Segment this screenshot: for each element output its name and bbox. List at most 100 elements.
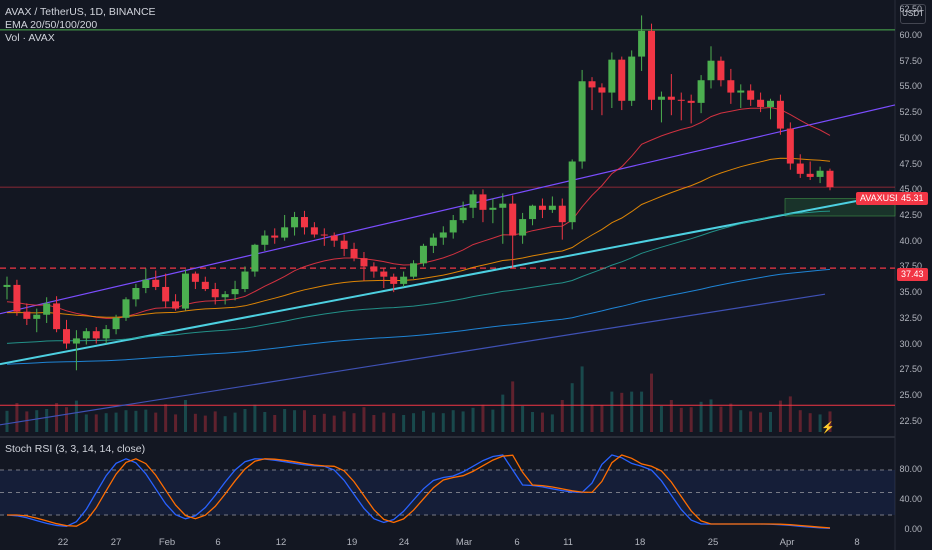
candle-body: [340, 240, 348, 249]
stoch-rsi-panel: [0, 454, 895, 529]
volume-bar: [94, 414, 98, 432]
ema-100-line: [6, 210, 831, 344]
currency-button[interactable]: USDT: [900, 4, 926, 24]
volume-bar: [560, 400, 564, 432]
time-tick: 22: [57, 537, 69, 548]
candle: [132, 283, 140, 307]
volume-bar: [243, 409, 247, 432]
candle-body: [410, 263, 418, 277]
candle: [92, 327, 100, 344]
candle: [43, 297, 51, 323]
candle: [618, 56, 626, 111]
candle: [608, 52, 616, 108]
candle-body: [23, 311, 31, 319]
candle-body: [211, 289, 219, 298]
time-tick: 24: [398, 537, 410, 548]
volume-bar: [620, 392, 624, 432]
candle: [82, 328, 90, 345]
price-tick: 30.00: [899, 338, 922, 349]
candle-body: [558, 205, 566, 223]
volume-bar: [590, 404, 594, 432]
price-tick: 32.50: [899, 312, 922, 323]
candle-body: [370, 266, 378, 272]
volume-bar: [650, 373, 654, 432]
candle: [320, 228, 328, 246]
alert-icon[interactable]: ⚡: [821, 422, 835, 434]
candle: [538, 198, 546, 219]
candle: [330, 232, 338, 247]
candle: [598, 83, 606, 116]
volume-bar: [5, 410, 9, 432]
candle-body: [201, 281, 209, 290]
ema-legend[interactable]: EMA 20/50/100/200: [5, 19, 98, 31]
volume-bar: [154, 412, 158, 432]
time-tick: 19: [346, 537, 358, 548]
candle: [340, 234, 348, 257]
candle: [519, 212, 527, 244]
candle-body: [568, 161, 576, 223]
volume-bar: [74, 400, 78, 432]
candle: [281, 214, 289, 241]
volume-bar: [521, 406, 525, 432]
price-tick: 27.50: [899, 364, 922, 375]
volume-bar: [630, 391, 634, 432]
rsi-k-line: [6, 454, 831, 529]
candle: [648, 23, 656, 111]
volume-bar: [283, 409, 287, 432]
volume-bar: [183, 400, 187, 432]
candle: [826, 168, 834, 191]
candle: [677, 92, 685, 121]
candle: [727, 68, 735, 104]
candle-body: [469, 194, 477, 208]
ascending-trendline: [0, 196, 876, 366]
candle-body: [796, 163, 804, 174]
candle-body: [776, 100, 784, 129]
candle: [737, 84, 745, 108]
candle-body: [33, 314, 41, 319]
volume-bar: [104, 413, 108, 432]
candle-body: [479, 194, 487, 210]
candles: [3, 15, 834, 371]
time-tick: 12: [275, 537, 287, 548]
candle-body: [717, 60, 725, 81]
volume-bar: [45, 409, 49, 432]
volume-bar: [213, 411, 217, 432]
channel-upper-line: [0, 104, 896, 315]
candle-body: [489, 207, 497, 210]
stoch-rsi-legend[interactable]: Stoch RSI (3, 3, 14, 14, close): [5, 443, 146, 455]
candle-body: [390, 276, 398, 284]
candle: [72, 330, 80, 371]
candle: [241, 266, 249, 293]
candle-body: [72, 338, 80, 344]
volume-bar: [788, 396, 792, 432]
candle: [390, 273, 398, 293]
candle-body: [697, 80, 705, 103]
volume-bar: [570, 383, 574, 432]
candle: [628, 50, 636, 106]
volume-bar: [798, 410, 802, 432]
candle-body: [122, 299, 130, 318]
candle: [529, 204, 537, 226]
candle-body: [667, 96, 675, 100]
volume-bar: [124, 410, 128, 432]
ema-200-line: [6, 268, 831, 365]
candle: [33, 308, 41, 333]
volume-bar: [25, 411, 29, 432]
candle-body: [350, 248, 358, 259]
candle-body: [261, 235, 269, 245]
symbol-title[interactable]: AVAX / TetherUS, 1D, BINANCE: [5, 6, 156, 18]
volume-bar: [263, 412, 267, 432]
volume-bar: [739, 410, 743, 432]
volume-legend[interactable]: Vol · AVAX: [5, 32, 55, 44]
candle: [53, 296, 61, 333]
candle: [657, 91, 665, 123]
volume-bar: [431, 412, 435, 432]
volume-bar: [362, 407, 366, 432]
volume-bar: [193, 413, 197, 432]
volume-bar: [778, 400, 782, 432]
candle: [23, 303, 31, 326]
candle-body: [360, 258, 368, 267]
candle: [439, 226, 447, 245]
volume-bar: [481, 404, 485, 432]
